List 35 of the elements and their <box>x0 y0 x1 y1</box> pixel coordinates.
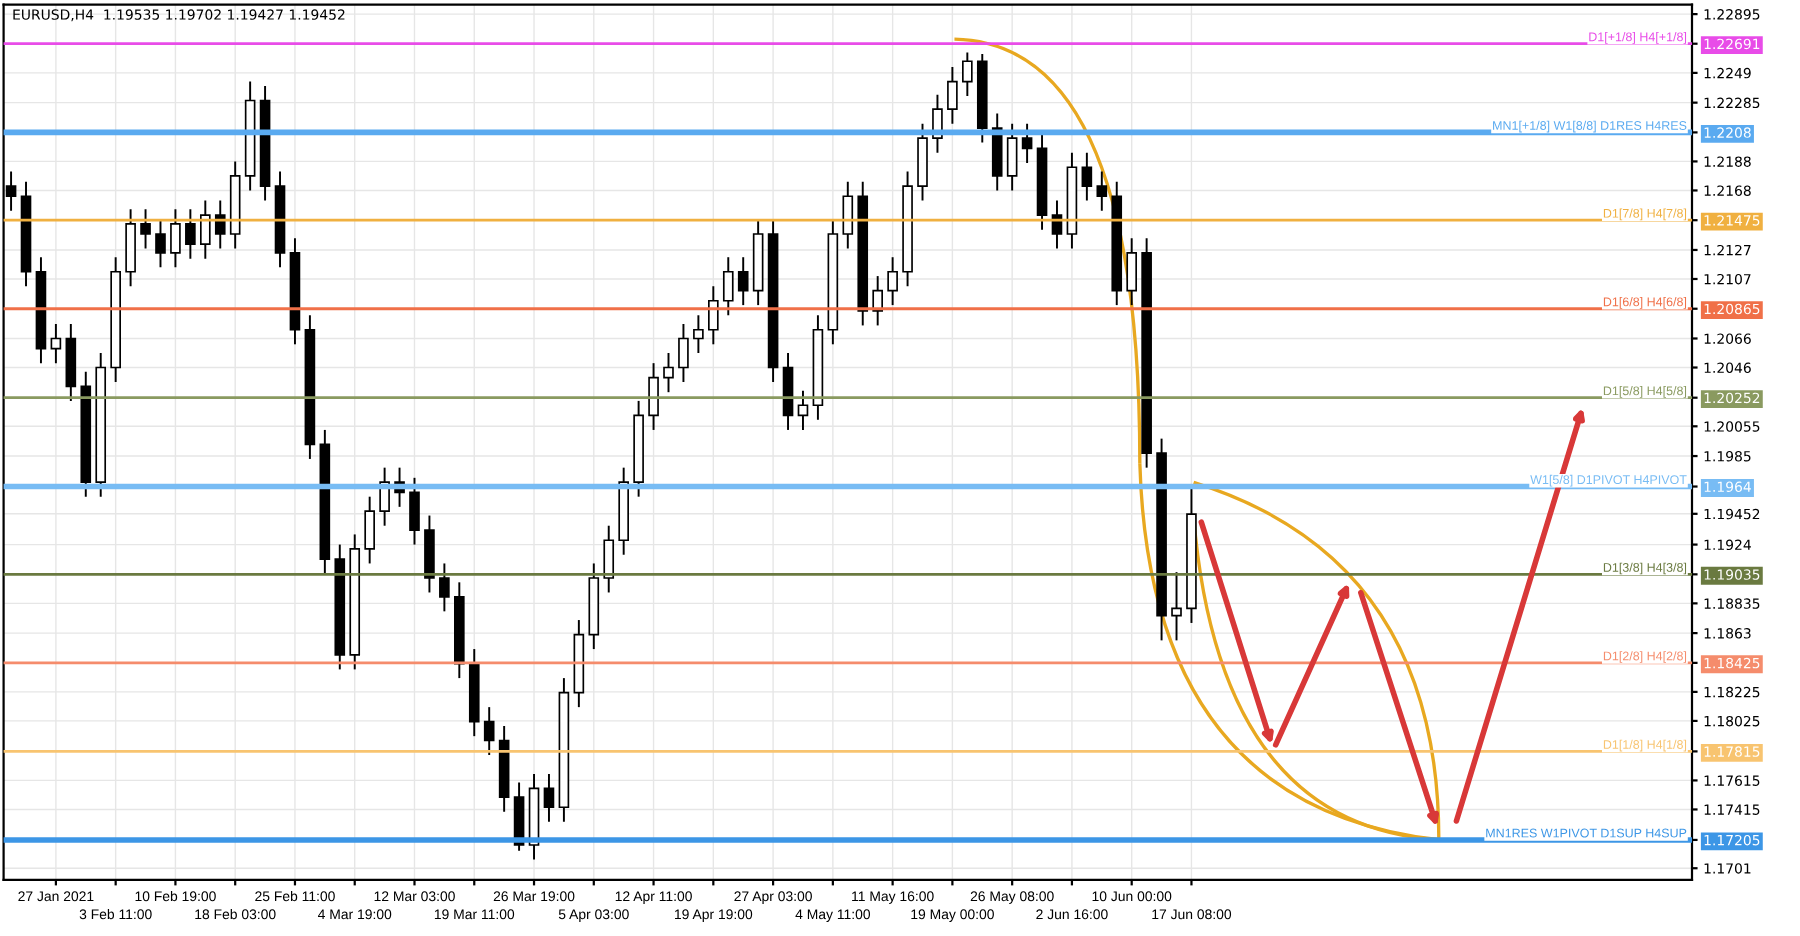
candlestick <box>648 362 659 431</box>
candlestick <box>737 256 749 307</box>
candlestick <box>1021 122 1033 164</box>
candlestick <box>693 314 704 354</box>
candlestick <box>140 208 151 250</box>
candlestick <box>722 256 734 317</box>
candlestick <box>708 285 719 346</box>
candlestick <box>439 562 450 613</box>
candlestick <box>887 256 898 307</box>
candlestick <box>170 208 181 269</box>
candlestick <box>603 524 615 594</box>
candlestick <box>872 275 884 327</box>
candlestick <box>678 323 689 383</box>
candlestick <box>1171 571 1182 642</box>
candlestick <box>991 112 1003 192</box>
candlestick <box>1081 151 1093 202</box>
candlestick <box>199 199 211 260</box>
candlestick <box>409 476 420 546</box>
candlestick <box>962 51 973 98</box>
candlestick <box>185 208 196 260</box>
candlestick <box>155 218 166 269</box>
candlestick <box>364 495 375 565</box>
candlestick <box>125 208 136 288</box>
candlestick <box>797 389 809 431</box>
candlestick <box>917 122 928 202</box>
candlestick <box>1006 122 1018 192</box>
candlestick <box>947 66 958 125</box>
candlestick <box>483 706 495 756</box>
candlestick <box>1096 170 1108 212</box>
candlestick <box>1126 237 1138 307</box>
candlestick <box>663 352 674 394</box>
candlestick <box>424 514 435 594</box>
candlestick <box>65 323 77 402</box>
candlestick <box>543 772 555 823</box>
candlestick <box>842 180 854 250</box>
